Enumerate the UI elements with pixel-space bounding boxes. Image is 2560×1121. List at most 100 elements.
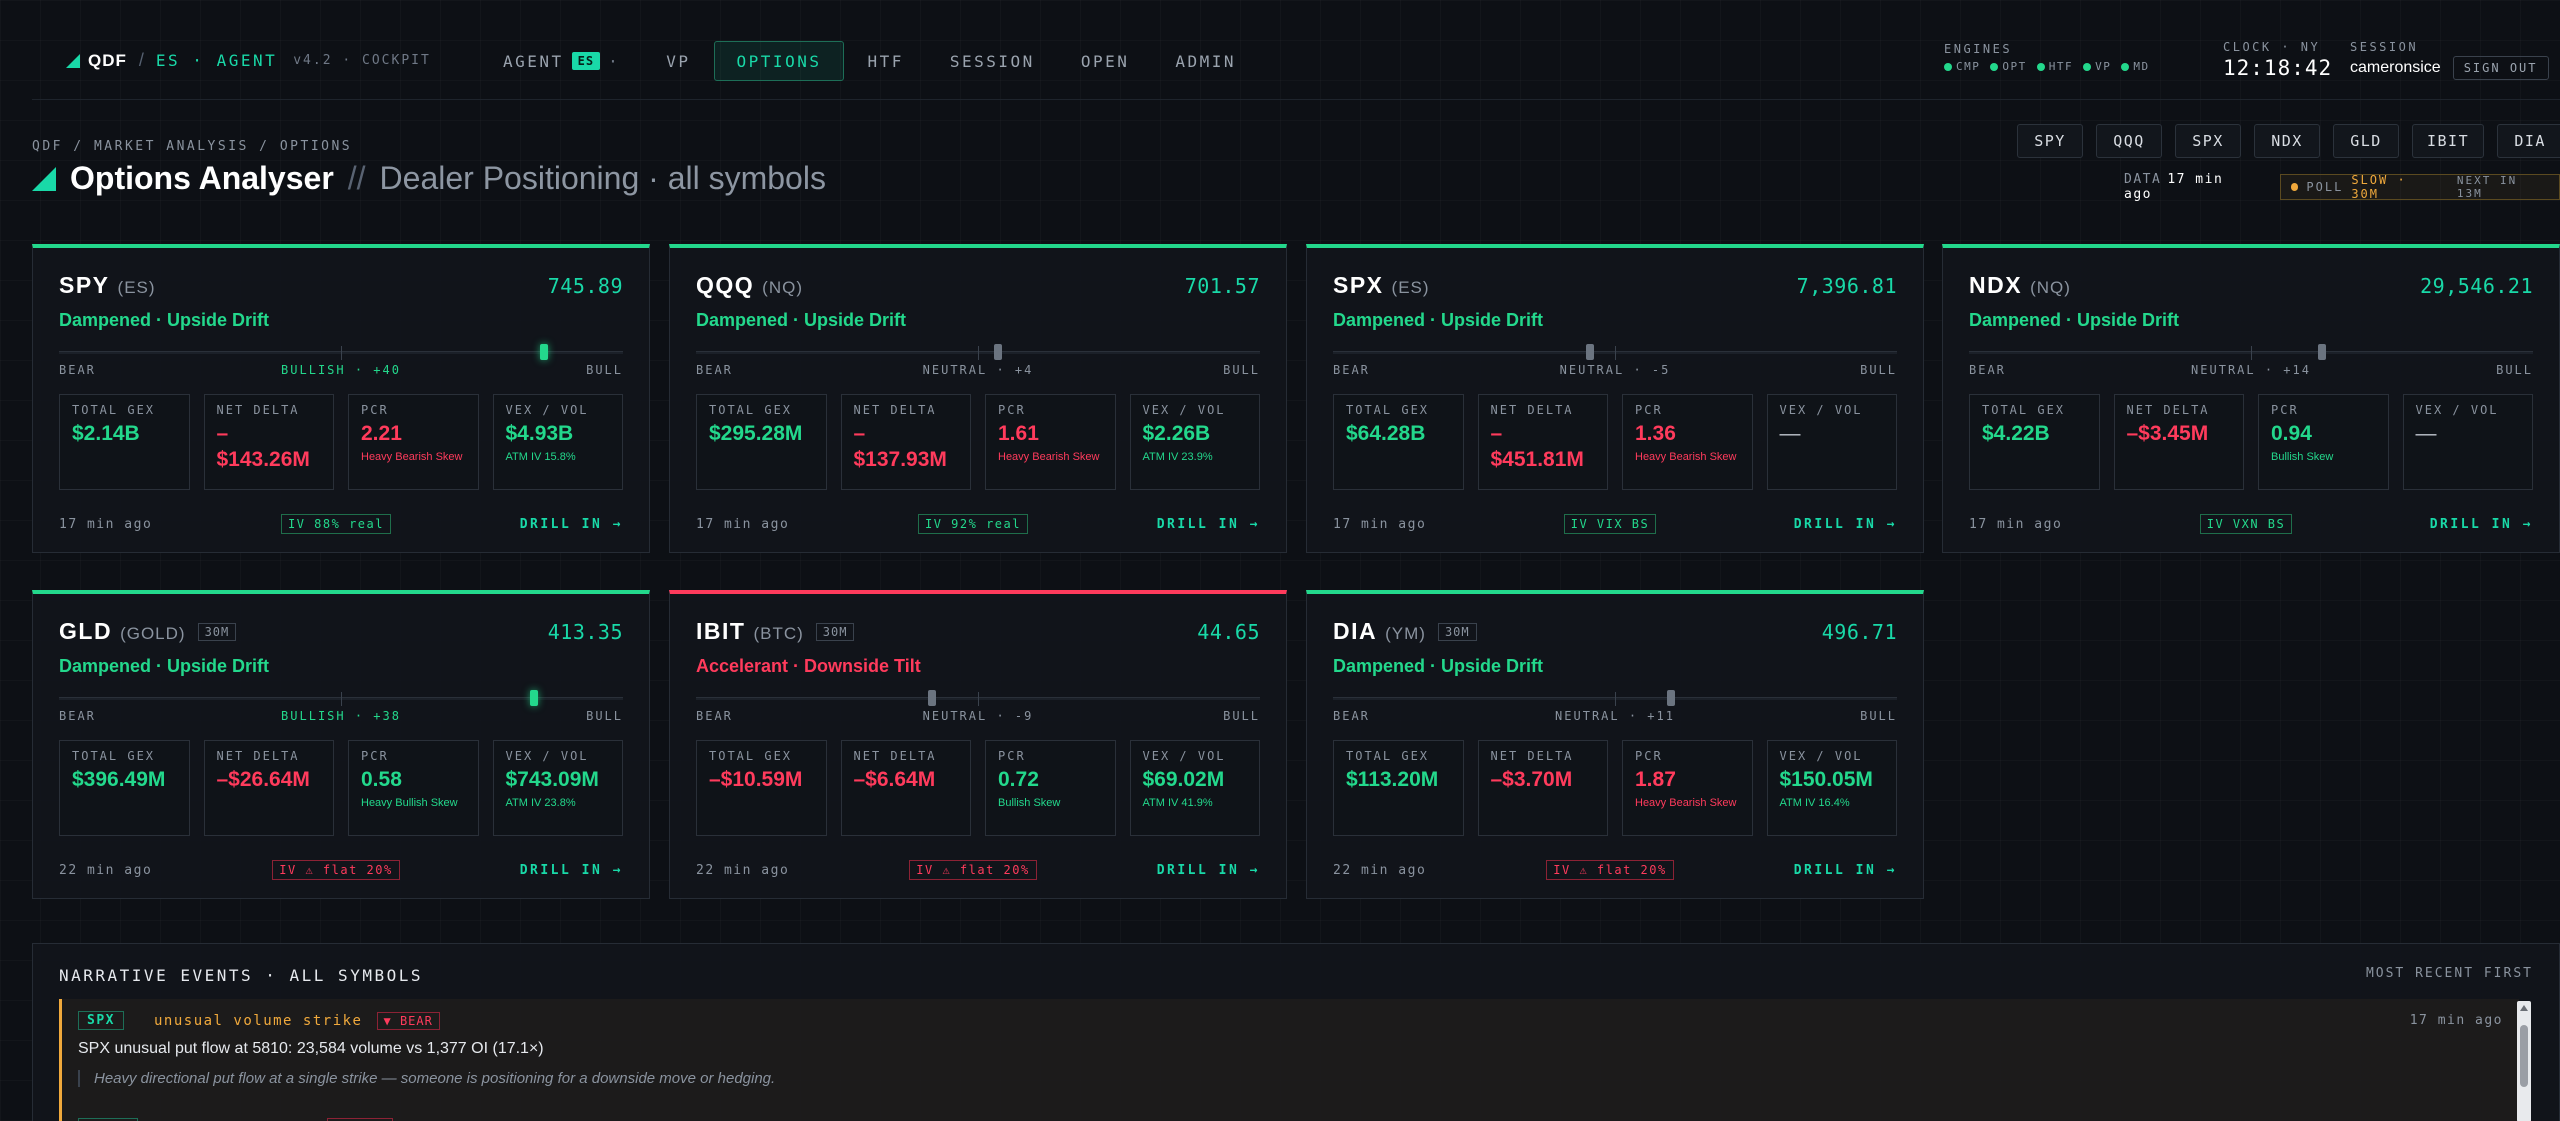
metrics-row: TOTAL GEX –$10.59M NET DELTA –$6.64M PCR 0.… — [696, 740, 1260, 836]
card-regime: Dampened · Upside Drift — [1333, 310, 1544, 330]
sign-out-button[interactable]: SIGN OUT — [2452, 56, 2549, 80]
title-triangle-icon — [32, 166, 56, 191]
brand[interactable]: QDF / ES · AGENT v4.2 · COCKPIT — [66, 50, 431, 71]
metric-value: 1.87 — [1635, 768, 1676, 791]
symbol-card-spy[interactable]: SPY (ES) 745.89 Dampened · Upside Drift … — [32, 244, 650, 553]
bias-bull-label: BULL — [1860, 363, 1897, 377]
drill-in-link[interactable]: DRILL IN → — [1156, 516, 1260, 532]
symbol-card-ibit[interactable]: IBIT (BTC) 30M 44.65 Accelerant · Downsi… — [669, 590, 1287, 899]
bias-midline — [2251, 346, 2252, 360]
metric-label: NET DELTA — [1490, 403, 1574, 417]
narrative-scrollbar[interactable] — [2517, 1001, 2531, 1121]
scrollbar-thumb[interactable] — [2520, 1025, 2528, 1087]
metric-label: PCR — [2271, 403, 2299, 417]
bias-midline — [1615, 346, 1616, 360]
nav-item-agent[interactable]: AGENT ES · — [480, 41, 643, 81]
metric-label: TOTAL GEX — [72, 403, 156, 417]
symbol-button-qqq[interactable]: QQQ — [2096, 124, 2162, 158]
iv-badge: IV VIX BS — [1563, 514, 1657, 534]
bias-marker — [2318, 344, 2327, 360]
poll-status[interactable]: POLL SLOW · 30M NEXT IN 13M — [2279, 173, 2560, 201]
symbol-switcher: SPY QQQ SPX NDX GLD IBIT DIA — [2017, 124, 2560, 158]
card-price: 413.35 — [547, 620, 623, 644]
symbol-card-gld[interactable]: GLD (GOLD) 30M 413.35 Dampened · Upside … — [32, 590, 650, 899]
narrative-event[interactable]: SPX unusual volume strike ▼ BEAR 17 min … — [59, 999, 2519, 1121]
card-regime: Dampened · Upside Drift — [1333, 656, 1544, 676]
symbol-card-spx[interactable]: SPX (ES) 7,396.81 Dampened · Upside Drif… — [1306, 244, 1924, 553]
bias-bear-label: BEAR — [696, 363, 733, 377]
narrative-sort-order[interactable]: MOST RECENT FIRST — [2365, 966, 2533, 981]
metric-value: $295.28M — [709, 422, 803, 445]
nav-item-options[interactable]: OPTIONS — [713, 41, 845, 81]
metric-vex-vol: VEX / VOL — — [1766, 394, 1897, 490]
card-symbol: GLD — [59, 618, 113, 644]
metric-label: NET DELTA — [216, 749, 300, 763]
card-future: (NQ) — [2030, 278, 2071, 297]
metric-label: PCR — [998, 403, 1026, 417]
scroll-up-arrow-icon[interactable] — [2520, 1005, 2528, 1011]
metrics-row: TOTAL GEX $113.20M NET DELTA –$3.70M PCR 1.… — [1333, 740, 1897, 836]
metric-value: 0.58 — [361, 768, 402, 791]
poll-mode: SLOW · 30M — [2351, 173, 2407, 201]
drill-in-link[interactable]: DRILL IN → — [519, 862, 623, 878]
symbol-card-ndx[interactable]: NDX (NQ) 29,546.21 Dampened · Upside Dri… — [1942, 244, 2560, 553]
card-future: (GOLD) — [120, 624, 186, 643]
engine-cmp: CMP — [1944, 60, 1980, 73]
brand-separator: / — [138, 50, 144, 70]
iv-badge: IV ⚠ flat 20% — [1546, 860, 1674, 880]
metric-value: $113.20M — [1346, 768, 1439, 791]
symbol-card-dia[interactable]: DIA (YM) 30M 496.71 Dampened · Upside Dr… — [1306, 590, 1924, 899]
nav-item-htf[interactable]: HTF — [844, 41, 926, 81]
symbol-button-spx[interactable]: SPX — [2175, 124, 2241, 158]
metric-value: –$6.64M — [853, 768, 936, 791]
bias-midline — [978, 346, 979, 360]
drill-in-link[interactable]: DRILL IN → — [1156, 862, 1260, 878]
drill-in-link[interactable]: DRILL IN → — [1793, 862, 1897, 878]
symbol-button-gld[interactable]: GLD — [2333, 124, 2399, 158]
bias-bear-label: BEAR — [59, 363, 96, 377]
metric-value: –$10.59M — [709, 768, 803, 791]
bias-meter: BEAR NEUTRAL · +4 BULL — [696, 344, 1260, 378]
metric-sub: Bullish Skew — [2271, 451, 2334, 463]
nav-item-vp[interactable]: VP — [643, 41, 713, 81]
bias-value-label: NEUTRAL · +14 — [2191, 363, 2311, 377]
next-event-symbol-badge — [78, 1118, 138, 1121]
drill-in-link[interactable]: DRILL IN → — [519, 516, 623, 532]
card-future: (ES) — [117, 278, 156, 297]
metric-label: VEX / VOL — [1779, 749, 1863, 763]
drill-in-link[interactable]: DRILL IN → — [1793, 516, 1897, 532]
metric-label: PCR — [1635, 749, 1663, 763]
metric-value: –$451.81M — [1490, 422, 1584, 471]
page-title: Options Analyser — [70, 160, 334, 196]
nav-item-label: ADMIN — [1175, 51, 1237, 71]
symbol-button-ndx[interactable]: NDX — [2254, 124, 2320, 158]
metrics-row: TOTAL GEX $2.14B NET DELTA –$143.26M PCR 2.… — [59, 394, 623, 490]
poll-dot-icon — [2290, 183, 2299, 191]
card-regime: Dampened · Upside Drift — [59, 310, 270, 330]
bias-bear-label: BEAR — [1333, 709, 1370, 723]
nav-item-label: OPEN — [1080, 51, 1130, 71]
symbol-button-spy[interactable]: SPY — [2017, 124, 2083, 158]
symbol-button-ibit[interactable]: IBIT — [2412, 124, 2485, 158]
card-price: 745.89 — [547, 274, 623, 298]
nav-item-admin[interactable]: ADMIN — [1152, 41, 1259, 81]
bias-marker — [1585, 344, 1594, 360]
metric-label: TOTAL GEX — [1346, 749, 1430, 763]
symbol-card-qqq[interactable]: QQQ (NQ) 701.57 Dampened · Upside Drift … — [669, 244, 1287, 553]
metric-pcr: PCR 1.36 Heavy Bearish Skew — [1622, 394, 1753, 490]
bias-midline — [1615, 692, 1616, 706]
nav-item-session[interactable]: SESSION — [927, 41, 1058, 81]
symbol-button-dia[interactable]: DIA — [2497, 124, 2560, 158]
metric-value: — — [1779, 422, 1801, 445]
bias-value-label: NEUTRAL · +11 — [1555, 709, 1675, 723]
bias-bear-label: BEAR — [1333, 363, 1370, 377]
metric-sub: ATM IV 15.8% — [505, 451, 576, 463]
metric-value: $64.28B — [1346, 422, 1426, 445]
metric-value: $2.26B — [1142, 422, 1211, 445]
metric-vex-vol: VEX / VOL $4.93B ATM IV 15.8% — [492, 394, 623, 490]
nav-item-label: VP — [666, 51, 691, 71]
nav-item-open[interactable]: OPEN — [1058, 41, 1153, 81]
drill-in-link[interactable]: DRILL IN → — [2429, 516, 2533, 532]
bias-midline — [341, 692, 342, 706]
metric-pcr: PCR 2.21 Heavy Bearish Skew — [348, 394, 479, 490]
